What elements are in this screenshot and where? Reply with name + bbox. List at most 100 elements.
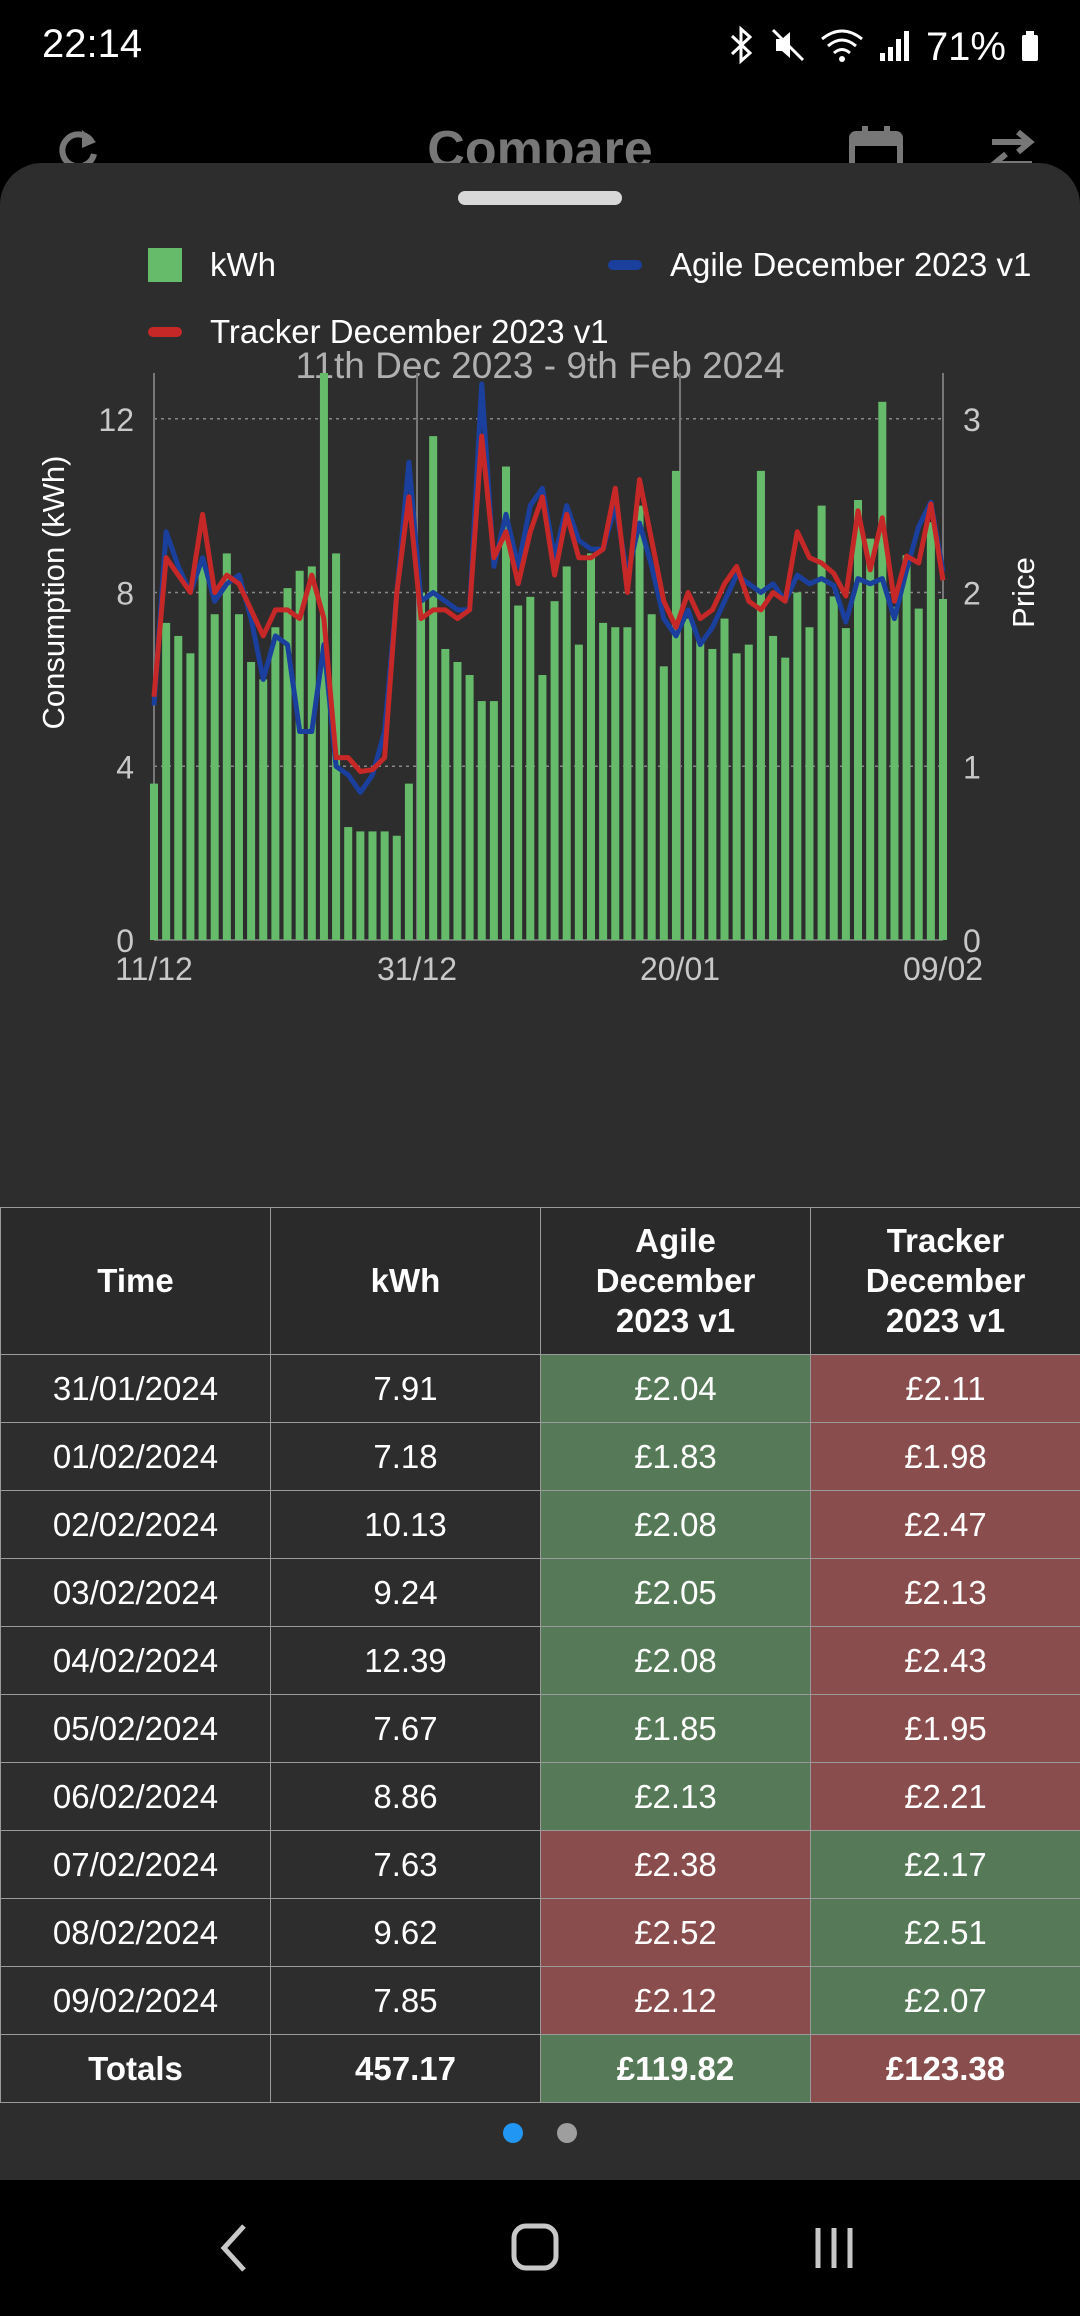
cell-tracker: £2.07 [810, 1966, 1080, 2035]
cell-kwh: 7.63 [270, 1830, 541, 1899]
cell-kwh: 7.91 [270, 1354, 541, 1423]
table-row: 01/02/2024 7.18 £1.83 £1.98 [0, 1422, 1080, 1491]
page-dot-1[interactable] [503, 2123, 523, 2143]
cell-kwh: 12.39 [270, 1626, 541, 1695]
cell-tracker: £2.11 [810, 1354, 1080, 1423]
cell-tracker: £2.43 [810, 1626, 1080, 1695]
comparison-table: Time kWh Agile December 2023 v1 Tracker … [0, 1207, 1080, 2103]
bar [817, 505, 826, 940]
status-bar: 22:14 71% [0, 0, 1080, 96]
legend-swatch-agile [608, 260, 642, 270]
bar [404, 783, 413, 940]
bar [538, 675, 547, 940]
cell-time: 31/01/2024 [0, 1354, 271, 1423]
cell-agile: £2.12 [540, 1966, 811, 2035]
cell-agile: £2.04 [540, 1354, 811, 1423]
table-row: 07/02/2024 7.63 £2.38 £2.17 [0, 1830, 1080, 1899]
bar [526, 596, 535, 940]
table-header-row: Time kWh Agile December 2023 v1 Tracker … [0, 1207, 1080, 1355]
header-tracker-label: Tracker December 2023 v1 [865, 1222, 1026, 1339]
bar [647, 614, 656, 940]
bar [769, 635, 778, 940]
home-icon[interactable] [508, 2218, 568, 2283]
bar [890, 606, 899, 940]
cell-time: 08/02/2024 [0, 1898, 271, 1967]
cell-tracker: £1.95 [810, 1694, 1080, 1763]
totals-kwh: 457.17 [270, 2034, 541, 2103]
header-kwh: kWh [270, 1207, 541, 1355]
cell-time: 07/02/2024 [0, 1830, 271, 1899]
page-dot-2[interactable] [557, 2123, 577, 2143]
bar [902, 555, 911, 940]
bar [659, 666, 668, 940]
legend-swatch-tracker [148, 327, 182, 337]
cell-tracker: £2.21 [810, 1762, 1080, 1831]
cell-time: 02/02/2024 [0, 1490, 271, 1559]
bar [841, 628, 850, 940]
bar [429, 436, 438, 940]
x-tick-label: 09/02 [903, 951, 983, 987]
cell-agile: £2.08 [540, 1626, 811, 1695]
y-axis-title-left: Consumption (kWh) [36, 456, 71, 730]
bar [186, 653, 195, 940]
cell-time: 06/02/2024 [0, 1762, 271, 1831]
legend-item-kwh: kWh [148, 246, 276, 284]
bar [368, 831, 377, 940]
totals-tracker: £123.38 [810, 2034, 1080, 2103]
y-tick-right: 1 [963, 749, 981, 785]
legend-swatch-kwh [148, 248, 182, 282]
y-tick-right: 3 [963, 402, 981, 438]
x-tick-label: 11/12 [115, 951, 193, 987]
table-row: 31/01/2024 7.91 £2.04 £2.11 [0, 1354, 1080, 1423]
bar [671, 470, 680, 940]
bar [514, 605, 523, 940]
bar [829, 596, 838, 940]
bar [247, 662, 256, 940]
bar [744, 644, 753, 940]
bar [781, 657, 790, 940]
bar [926, 522, 935, 940]
cell-kwh: 7.85 [270, 1966, 541, 2035]
recents-icon[interactable] [812, 2218, 862, 2283]
bar [938, 599, 948, 940]
header-tracker: Tracker December 2023 v1 [810, 1207, 1080, 1355]
sheet-drag-handle[interactable] [458, 191, 622, 205]
bar [417, 592, 426, 940]
bar [307, 566, 316, 940]
table-row: 03/02/2024 9.24 £2.05 £2.13 [0, 1558, 1080, 1627]
y-tick-left: 8 [116, 576, 134, 612]
table-body: 31/01/2024 7.91 £2.04 £2.11 01/02/2024 7.18 £1… [0, 1354, 1080, 2103]
back-icon[interactable] [210, 2218, 260, 2283]
header-time: Time [0, 1207, 271, 1355]
cell-kwh: 7.18 [270, 1422, 541, 1491]
bar [623, 627, 632, 940]
cell-tracker: £2.51 [810, 1898, 1080, 1967]
bar [356, 831, 365, 940]
bar [441, 648, 450, 940]
legend-label-agile: Agile December 2023 v1 [670, 246, 1032, 283]
cell-tracker: £2.13 [810, 1558, 1080, 1627]
bar [465, 675, 474, 940]
bar [174, 635, 183, 940]
chart-area: 00418212316411/1231/1220/0109/02Consumpt… [0, 373, 1080, 1353]
y-tick-right: 0 [963, 923, 981, 959]
bar [854, 499, 863, 940]
cell-time: 01/02/2024 [0, 1422, 271, 1491]
bar [562, 566, 571, 940]
chart-title: 11th Dec 2023 - 9th Feb 2024 [295, 345, 785, 386]
bar [574, 644, 583, 940]
bar [149, 783, 159, 940]
x-tick-label: 31/12 [377, 951, 457, 987]
cell-agile: £2.38 [540, 1830, 811, 1899]
bar [489, 701, 498, 940]
cell-agile: £1.85 [540, 1694, 811, 1763]
cell-agile: £2.05 [540, 1558, 811, 1627]
bar [283, 588, 292, 940]
bar [611, 627, 620, 940]
bar [599, 622, 608, 940]
table-row: 04/02/2024 12.39 £2.08 £2.43 [0, 1626, 1080, 1695]
status-time: 22:14 [42, 22, 143, 66]
totals-agile: £119.82 [540, 2034, 811, 2103]
battery-icon [1020, 25, 1040, 70]
bar [477, 701, 486, 940]
